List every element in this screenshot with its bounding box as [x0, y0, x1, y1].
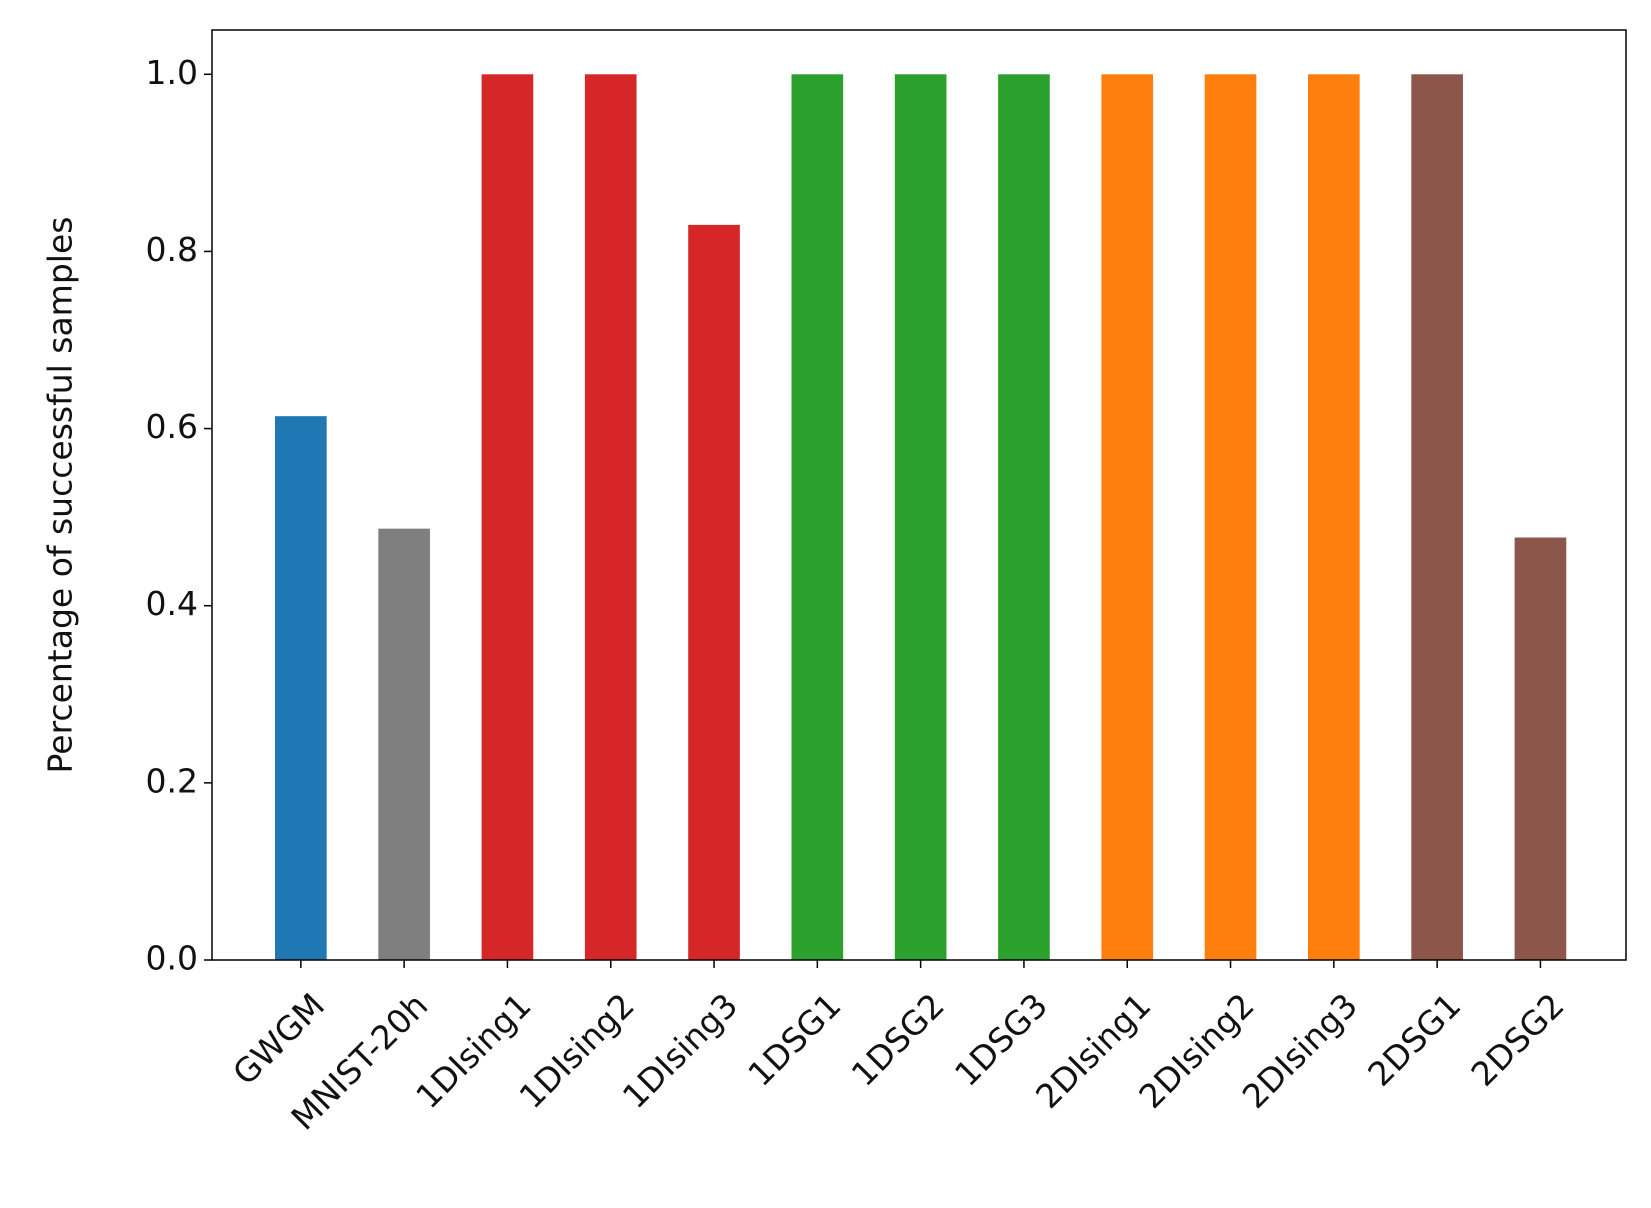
bar [584, 74, 637, 961]
y-tick-label: 0.4 [146, 584, 198, 623]
bar [378, 528, 430, 960]
bar [1514, 537, 1567, 960]
bar [1204, 74, 1257, 961]
bar [1308, 74, 1360, 961]
x-tick-label: 1DSG2 [844, 986, 952, 1094]
bar [894, 74, 947, 961]
bar [1101, 74, 1154, 961]
bar [1411, 74, 1463, 961]
x-tick-label: 1DSG1 [740, 986, 848, 1094]
x-tick-label: 1DIsing3 [615, 986, 745, 1116]
bar [275, 416, 327, 961]
y-tick-label: 0.8 [146, 230, 198, 269]
y-tick-label: 0.6 [146, 407, 198, 446]
x-tick-label: 2DIsing3 [1235, 986, 1365, 1116]
bar [791, 74, 844, 961]
bar [688, 224, 740, 960]
y-tick-label: 0.2 [146, 761, 198, 800]
bar [481, 74, 534, 961]
y-tick-label: 0.0 [146, 939, 198, 978]
bar [998, 74, 1050, 961]
y-tick-label: 1.0 [146, 53, 198, 92]
x-tick-label: 2DSG1 [1360, 986, 1468, 1094]
y-axis-label: Percentage of successful samples [41, 217, 80, 774]
x-tick-label: 2DSG2 [1463, 986, 1571, 1094]
plot-frame [211, 29, 1627, 961]
